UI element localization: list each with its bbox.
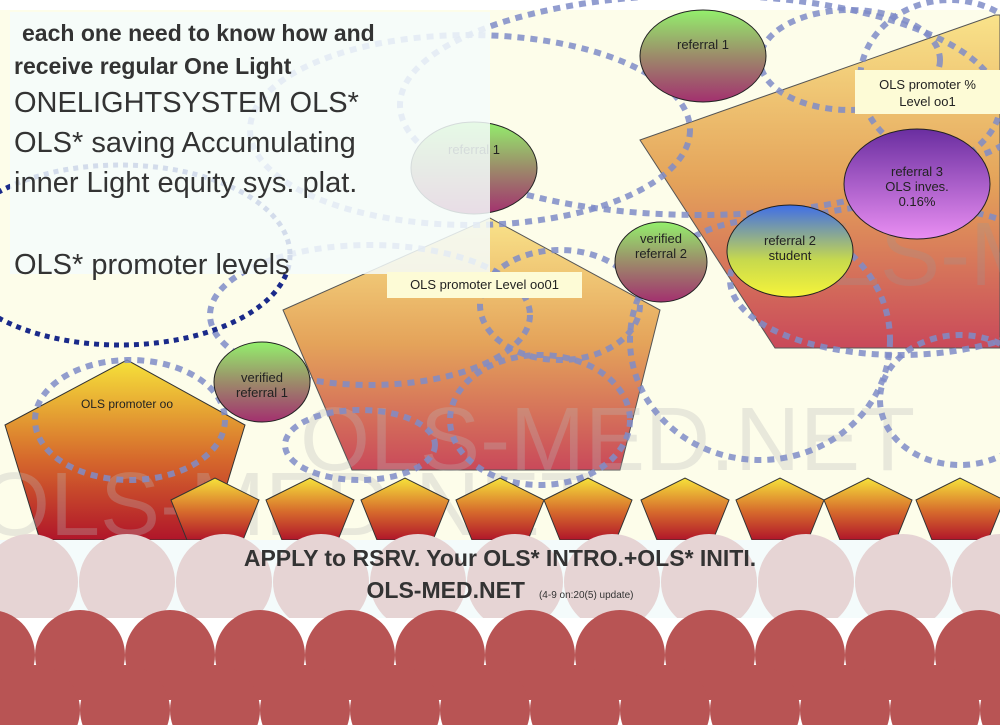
footer-site: OLS-MED.NET (4-9 on:20(5) update) xyxy=(0,577,1000,604)
red-circle xyxy=(890,665,980,725)
pink-circle xyxy=(273,534,369,630)
pink-circle xyxy=(370,534,466,630)
small-pentagon xyxy=(640,477,730,541)
node-verified-referral-2[interactable]: verified referral 2 xyxy=(614,221,708,303)
node-referral-3[interactable]: referral 3 OLS inves. 0.16% xyxy=(843,128,991,240)
red-circle xyxy=(710,665,800,725)
small-pentagon xyxy=(455,477,545,541)
red-circle xyxy=(800,665,890,725)
pink-circle xyxy=(467,534,563,630)
svg-text:referral 2: referral 2 xyxy=(635,246,687,261)
svg-text:referral 2: referral 2 xyxy=(764,233,816,248)
pink-circle xyxy=(0,534,78,630)
node-referral-2-student[interactable]: referral 2 student xyxy=(726,204,854,298)
pink-circle xyxy=(661,534,757,630)
footer-apply-text: APPLY to RSRV. Your OLS* INTRO.+OLS* INI… xyxy=(243,545,757,571)
intro-text-block: each one need to know how and receive re… xyxy=(10,12,490,281)
svg-text:student: student xyxy=(769,248,812,263)
intro-line-1: each one need to know how and xyxy=(22,20,375,46)
intro-line-3: ONELIGHTSYSTEM OLS* xyxy=(14,87,359,119)
small-pentagon xyxy=(915,477,1000,541)
label-promoter-level-oo01: OLS promoter Level oo01 xyxy=(387,272,582,298)
label-promoter-percent-line2: Level oo1 xyxy=(899,94,956,109)
red-circle-rows xyxy=(0,610,1000,725)
intro-line-5: inner Light equity sys. plat. xyxy=(14,167,358,199)
svg-text:referral 1: referral 1 xyxy=(236,385,288,400)
svg-text:referral 1: referral 1 xyxy=(677,37,729,52)
small-pentagon xyxy=(170,477,260,541)
pink-circle xyxy=(758,534,854,630)
small-pentagon-row xyxy=(170,477,1000,541)
label-promoter-oo: OLS promoter oo xyxy=(81,397,173,411)
small-pentagon xyxy=(543,477,633,541)
svg-text:0.16%: 0.16% xyxy=(899,194,936,209)
red-circle xyxy=(620,665,710,725)
label-promoter-percent-line1: OLS promoter % xyxy=(879,77,976,92)
footer-update-note: (4-9 on:20(5) update) xyxy=(538,590,634,601)
small-pentagon xyxy=(265,477,355,541)
pink-circle xyxy=(79,534,175,630)
red-circle xyxy=(980,672,1000,725)
pink-circle xyxy=(176,534,272,630)
intro-line-2: receive regular One Light xyxy=(14,53,292,79)
red-circle xyxy=(440,665,530,725)
intro-line-4: OLS* saving Accumulating xyxy=(14,127,356,159)
pink-circle-row xyxy=(0,534,1000,630)
pink-circle xyxy=(564,534,660,630)
pink-circle xyxy=(952,534,1000,630)
svg-text:OLS inves.: OLS inves. xyxy=(885,179,949,194)
small-pentagon xyxy=(360,477,450,541)
small-pentagon xyxy=(823,477,913,541)
red-circle xyxy=(170,665,260,725)
svg-text:verified: verified xyxy=(640,231,682,246)
red-circle xyxy=(530,665,620,725)
small-pentagon xyxy=(735,477,825,541)
red-circle xyxy=(80,665,170,725)
node-referral-1-top[interactable]: referral 1 xyxy=(639,9,767,103)
red-circle xyxy=(0,665,80,725)
svg-text:referral 3: referral 3 xyxy=(891,164,943,179)
svg-text:verified: verified xyxy=(241,370,283,385)
red-circle xyxy=(260,665,350,725)
intro-line-6: OLS* promoter levels xyxy=(14,249,290,281)
red-circle xyxy=(350,665,440,725)
label-promoter-percent: OLS promoter % Level oo1 xyxy=(855,70,1000,114)
pink-circle xyxy=(855,534,951,630)
node-verified-referral-1[interactable]: verified referral 1 xyxy=(213,341,311,423)
footer-site-link[interactable]: OLS-MED.NET xyxy=(366,577,525,603)
